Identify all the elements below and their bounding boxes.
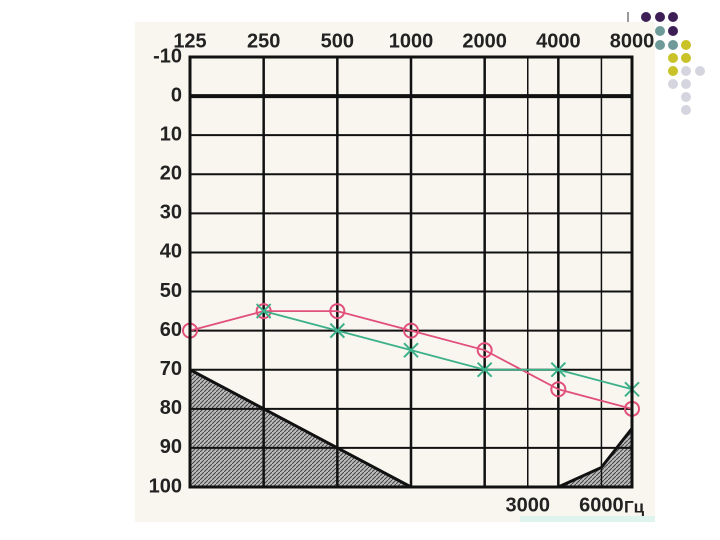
x-tick-label: 500 [321, 30, 354, 52]
y-tick-label: -10 [153, 45, 182, 67]
y-tick-label: 30 [160, 202, 182, 224]
marker-circle [255, 303, 272, 320]
x-tick-label: 4000 [536, 30, 581, 52]
y-tick-label: 90 [160, 436, 182, 458]
plot-frame [188, 55, 634, 489]
y-tick-label: 0 [171, 84, 182, 106]
y-tick-label: 100 [149, 475, 182, 497]
x-tick-label-bottom: 6000 [579, 494, 624, 516]
y-tick-label: 50 [160, 280, 182, 302]
y-tick-label: 80 [160, 397, 182, 419]
marker-cross [255, 303, 272, 319]
shaded-edge [189, 368, 412, 489]
marker-cross [403, 342, 419, 358]
marker-cross [550, 362, 567, 378]
decor-dots [627, 12, 705, 115]
y-tick-label: 60 [160, 319, 182, 341]
x-tick-label-bottom: 3000 [506, 494, 551, 516]
x-tick-label: 250 [247, 30, 280, 52]
shaded-area [558, 428, 632, 487]
x-tick-label: 8000 [610, 30, 655, 52]
marker-circle [476, 342, 493, 359]
x-tick-label: 2000 [462, 30, 507, 52]
y-tick-label: 20 [160, 163, 182, 185]
marker-circle [550, 381, 567, 398]
marker-cross [329, 322, 346, 339]
marker-circle [403, 322, 419, 339]
marker-circle [329, 303, 346, 320]
scan-edge [520, 516, 655, 522]
y-tick-label: 70 [160, 358, 182, 380]
series-line [263, 310, 633, 391]
y-tick-label: 40 [160, 241, 182, 263]
x-tick-label: 1000 [389, 30, 434, 52]
y-tick-label: 10 [160, 123, 182, 145]
x-unit: Гц [624, 497, 645, 516]
marker-cross [476, 362, 493, 378]
x-tick-label: 125 [173, 30, 206, 52]
